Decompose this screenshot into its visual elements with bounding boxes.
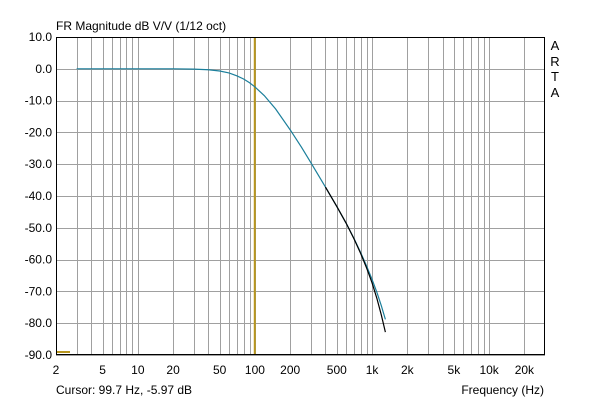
x-tick-label: 20k [515,363,535,377]
x-tick-label: 10k [479,363,499,377]
brand-label: A R T A [549,38,561,100]
y-tick-label: -40.0 [25,189,53,203]
x-axis-label: Frequency (Hz) [461,383,544,397]
x-tick-label: 5k [448,363,462,377]
x-tick-label: 20 [166,363,180,377]
x-tick-label: 200 [280,363,300,377]
brand-letter: A [550,84,560,100]
y-tick-label: 10.0 [29,30,53,44]
x-tick-label: 10 [131,363,145,377]
brand-letter: T [551,69,559,84]
x-tick-label: 100 [245,363,265,377]
y-tick-label: -20.0 [25,125,53,139]
series-line [76,68,386,320]
x-tick-label: 50 [213,363,227,377]
y-tick-label: -90.0 [25,348,53,362]
plot-frame [56,37,545,355]
y-tick-label: -10.0 [25,94,53,108]
cursor-readout: Cursor: 99.7 Hz, -5.97 dB [56,383,193,397]
chart-title: FR Magnitude dB V/V (1/12 oct) [56,19,227,33]
series-line [324,186,386,333]
brand-letter: A [550,38,560,53]
y-tick-label: -80.0 [25,316,53,330]
y-tick-label: 0.0 [35,62,52,76]
brand-letter: R [550,53,560,69]
y-tick-label: -30.0 [25,157,53,171]
x-tick-label: 500 [327,363,347,377]
x-tick-label: 2k [401,363,415,377]
y-tick-label: -50.0 [25,221,53,235]
y-tick-label: -60.0 [25,253,53,267]
x-tick-label: 5 [99,363,106,377]
y-tick-label: -70.0 [25,284,53,298]
x-tick-label: 1k [366,363,380,377]
x-tick-label: 2 [53,363,60,377]
